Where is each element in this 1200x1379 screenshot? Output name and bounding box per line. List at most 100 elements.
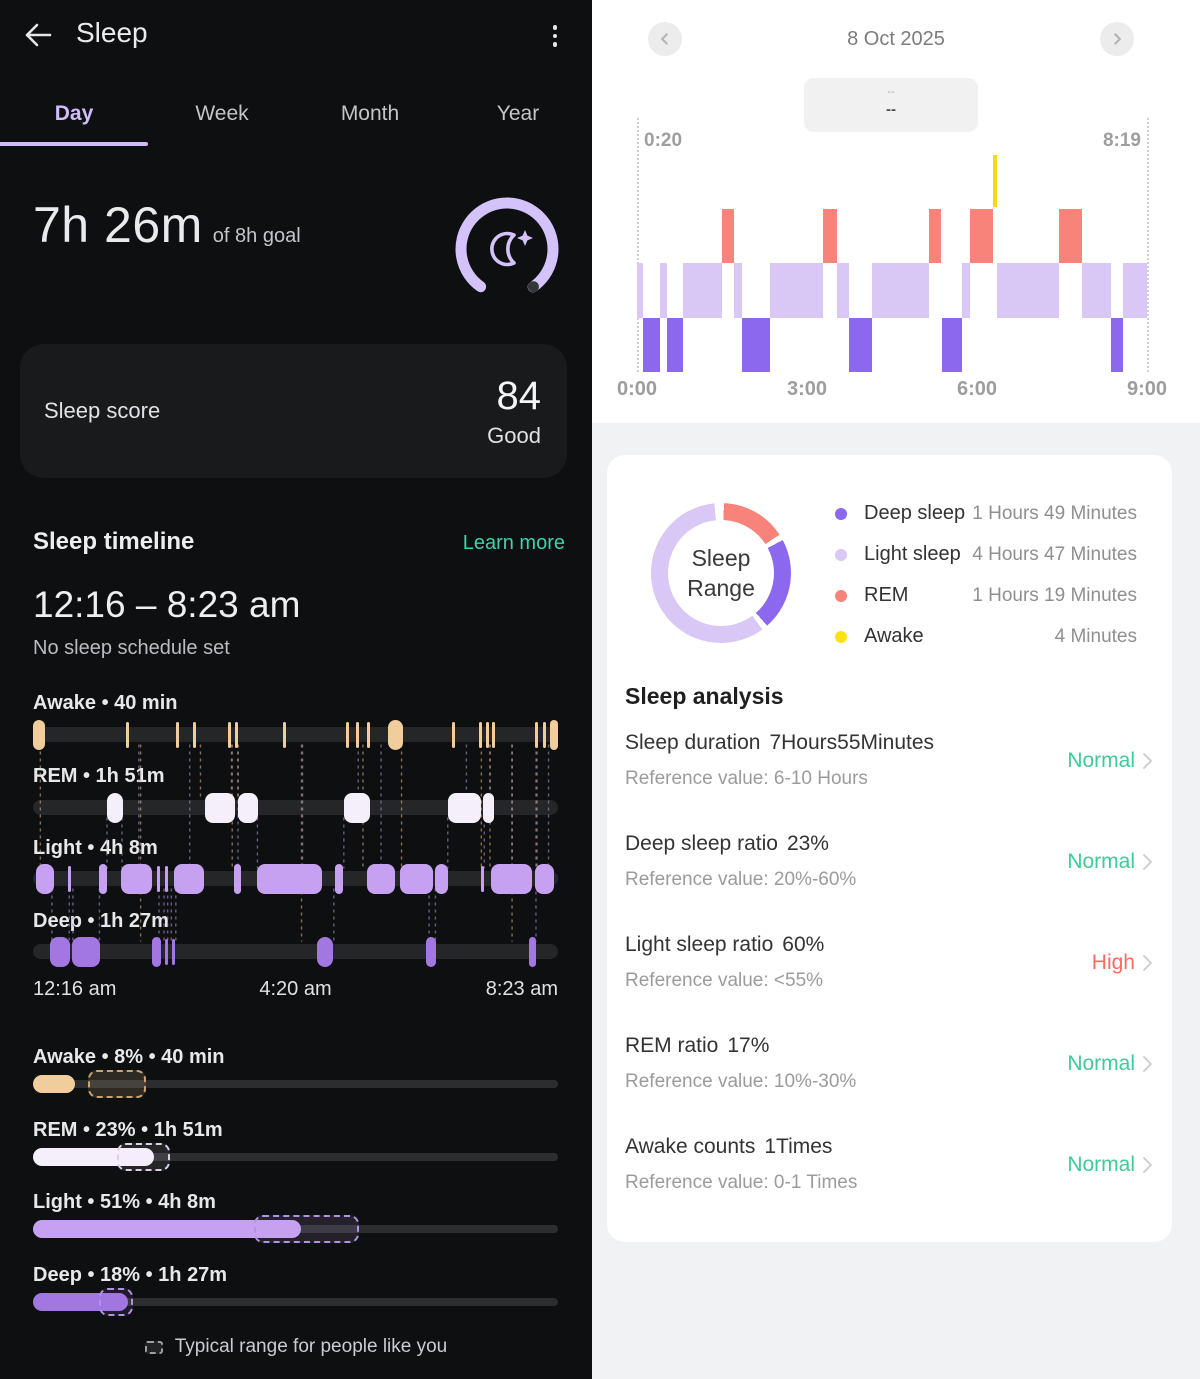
stage-segment-awake — [175, 721, 179, 748]
timeline-x-axis: 12:16 am 4:20 am 8:23 am — [33, 978, 558, 1001]
tab-week[interactable]: Week — [195, 102, 249, 125]
sleep-analysis-heading: Sleep analysis — [625, 683, 784, 709]
typical-range-legend: Typical range for people like you — [0, 1336, 592, 1358]
analysis-metric-value: 17% — [727, 1034, 770, 1057]
chevron-right-icon — [1141, 1155, 1154, 1175]
next-day-button[interactable] — [1100, 22, 1134, 56]
stage-segment-awake — [355, 721, 359, 748]
analysis-metric-name: Sleep duration — [625, 731, 761, 754]
analysis-title: REM ratio 17% — [625, 1034, 1067, 1058]
band-segment-rem — [1058, 209, 1083, 263]
stage-segment-deep — [49, 936, 71, 967]
stage-segment-rem — [204, 792, 236, 823]
analysis-status-badge: High — [1091, 950, 1135, 974]
sleep-score-card[interactable]: Sleep score 84 Good — [20, 344, 567, 478]
analysis-metric-value: 23% — [786, 832, 829, 855]
analysis-row-0[interactable]: Sleep duration 7Hours55Minutes Reference v… — [625, 731, 1154, 790]
legend-stage-duration: 1 Hours 19 Minutes — [972, 584, 1137, 606]
stage-segment-deep — [171, 938, 175, 965]
previous-day-button[interactable] — [648, 22, 682, 56]
bar-track-3 — [33, 1298, 558, 1306]
sleep-score-rating: Good — [487, 423, 541, 448]
overflow-menu-icon[interactable] — [548, 21, 562, 51]
sleep-detail-card: Sleep Range Deep sleep 1 Hours 49 Minutes… — [607, 455, 1172, 1242]
sleep-time-range: 12:16 – 8:23 am — [33, 584, 301, 625]
bar-label-3: Deep • 18% • 1h 27m — [33, 1264, 228, 1286]
stage-segment-awake — [193, 721, 197, 748]
stage-row-label-deep: Deep • 1h 27m — [33, 910, 169, 932]
moon-icon — [490, 231, 516, 267]
stage-segment-light — [68, 865, 72, 892]
stage-segment-awake — [227, 721, 231, 748]
donut-legend-row-1: Light sleep 4 Hours 47 Minutes — [835, 534, 1137, 575]
back-button[interactable] — [20, 20, 54, 50]
band-segment-deep — [742, 318, 771, 372]
analysis-status-badge: Normal — [1067, 748, 1135, 772]
band-segment-light — [733, 263, 743, 318]
stage-segment-light — [490, 863, 533, 894]
stage-segment-awake — [367, 721, 371, 748]
analysis-metric-name: Light sleep ratio — [625, 933, 774, 956]
stage-segment-light — [399, 863, 433, 894]
stage-segment-awake — [543, 721, 547, 748]
sleep-range-donut-chart: Sleep Range — [651, 503, 791, 643]
stage-segment-awake — [550, 719, 558, 750]
stage-segment-rem — [447, 792, 481, 823]
page-title: Sleep — [76, 17, 148, 48]
legend-dot-icon — [835, 548, 847, 561]
band-segment-rem — [928, 209, 942, 263]
stage-segment-light — [36, 863, 54, 894]
sleep-start-time: 0:20 — [644, 130, 683, 151]
band-segment-light — [961, 263, 971, 318]
sleep-stages-band-chart[interactable] — [637, 118, 1147, 372]
stage-row-label-light: Light • 4h 8m — [33, 837, 158, 859]
chevron-right-icon — [1141, 751, 1154, 771]
analysis-row-3[interactable]: REM ratio 17% Reference value: 10%-30% Norm… — [625, 1034, 1154, 1093]
analysis-reference: Reference value: 6-10 Hours — [625, 768, 868, 789]
band-segment-rem — [823, 209, 838, 263]
analysis-title: Light sleep ratio 60% — [625, 933, 1092, 957]
chart-tooltip: -- -- — [804, 78, 978, 132]
analysis-metric-name: Deep sleep ratio — [625, 832, 778, 855]
sleep-stage-percentage-bars: Awake • 8% • 40 min REM • 23% • 1h 51m Lig… — [33, 1046, 558, 1336]
stage-segment-rem — [344, 792, 371, 823]
stage-segment-deep — [164, 938, 168, 965]
bar-fill-0 — [33, 1075, 75, 1093]
tab-month[interactable]: Month — [340, 102, 400, 125]
analysis-status-badge: Normal — [1067, 849, 1135, 873]
analysis-reference: Reference value: 20%-60% — [625, 869, 857, 890]
ring-arc — [455, 197, 559, 301]
sleep-score-value: 84 — [496, 374, 542, 418]
analysis-row-4[interactable]: Awake counts 1Times Reference value: 0-1 T… — [625, 1135, 1154, 1194]
stage-row-label-awake: Awake • 40 min — [33, 692, 178, 714]
analysis-metric-value: 1Times — [764, 1135, 833, 1158]
chevron-left-icon — [661, 33, 668, 45]
tooltip-line2: -- — [886, 101, 896, 118]
stage-segment-rem — [237, 792, 258, 823]
sleep-schedule-note: No sleep schedule set — [33, 637, 230, 659]
stage-segment-deep — [529, 936, 537, 967]
band-segment-light — [872, 263, 929, 318]
axis-mid-label: 4:20 am — [259, 978, 332, 1000]
stage-segment-awake — [535, 721, 539, 748]
analysis-status-badge: Normal — [1067, 1051, 1135, 1075]
band-segment-deep — [643, 318, 661, 372]
sleep-analysis-list: Sleep duration 7Hours55Minutes Reference v… — [625, 731, 1154, 1236]
stage-segment-light — [120, 863, 152, 894]
analysis-row-2[interactable]: Light sleep ratio 60% Reference value: <55… — [625, 933, 1154, 992]
stage-segment-deep — [71, 936, 101, 967]
tab-year[interactable]: Year — [496, 102, 540, 125]
analysis-reference: Reference value: <55% — [625, 970, 824, 991]
tab-day[interactable]: Day — [54, 102, 94, 125]
band-segment-light — [1122, 263, 1147, 318]
zepp-sleep-panel: 8 Oct 2025 -- -- 0:20 8:19 0:00 3:00 6:00 9… — [592, 0, 1200, 1379]
band-segment-deep — [848, 318, 873, 372]
band-segment-light — [996, 263, 1059, 318]
learn-more-link[interactable]: Learn more — [462, 532, 565, 554]
analysis-status-badge: Normal — [1067, 1152, 1135, 1176]
analysis-title: Sleep duration 7Hours55Minutes — [625, 731, 1067, 755]
legend-stage-label: Light sleep — [864, 543, 961, 565]
stage-segment-rem — [483, 792, 494, 823]
analysis-row-1[interactable]: Deep sleep ratio 23% Reference value: 20%-… — [625, 832, 1154, 891]
legend-stage-duration: 1 Hours 49 Minutes — [972, 502, 1137, 524]
